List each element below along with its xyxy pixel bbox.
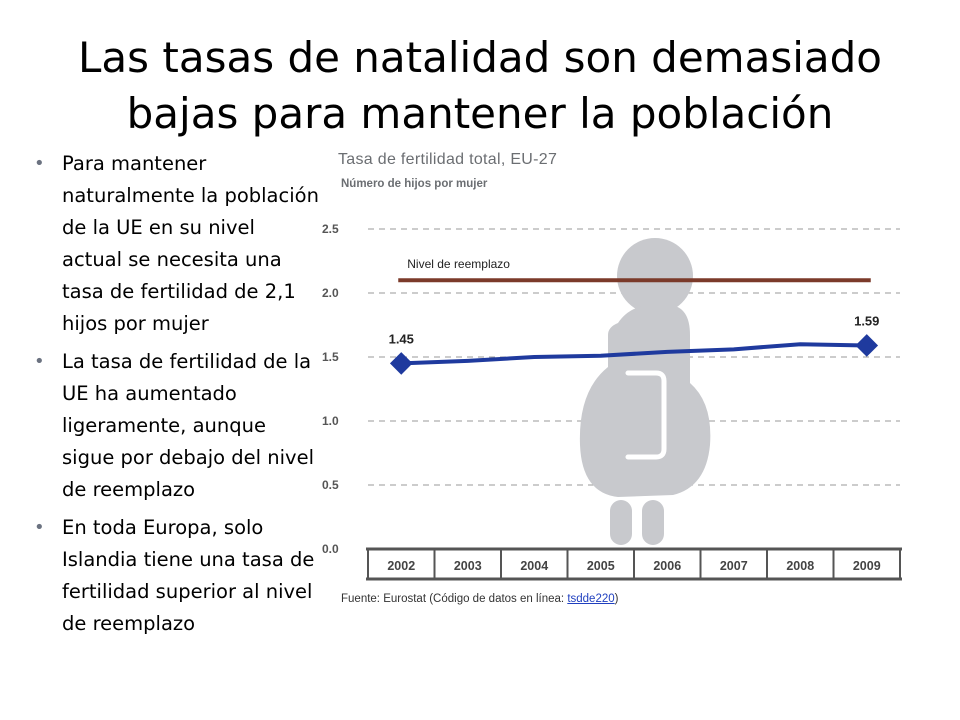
chart-plot: 0.0 0.5 1.0 1.5 2.0 2.5 2002 2003 2004 2005 2006 20… [322, 222, 902, 581]
data-point-marker [855, 334, 879, 357]
x-tick-label: 2002 [387, 559, 415, 573]
chart-ylabel: Número de hijos por mujer [341, 178, 488, 190]
bullet-item: • La tasa de fertilidad de la UE ha aumen… [30, 346, 320, 506]
icon-arm [625, 370, 667, 460]
chart-source: Fuente: Eurostat (Código de datos en lín… [341, 593, 618, 605]
bullet-text: La tasa de fertilidad de la UE ha aument… [62, 350, 315, 501]
pregnant-woman-icon [579, 238, 711, 545]
y-tick-label: 0.5 [322, 478, 339, 492]
bullet-list: • Para mantener naturalmente la población… [30, 148, 320, 646]
data-point-marker [389, 352, 413, 375]
reference-line-label: Nivel de reemplazo [407, 257, 510, 271]
bullet-text: Para mantener naturalmente la población … [62, 152, 319, 335]
x-tick-label: 2006 [653, 559, 681, 573]
slide-title: Las tasas de natalidad son demasiado baj… [78, 33, 882, 138]
bullet-icon: • [34, 153, 45, 174]
source-close: ) [614, 593, 619, 605]
y-tick-label: 2.0 [322, 286, 339, 300]
data-label: 1.45 [389, 331, 414, 346]
icon-right-leg [642, 500, 664, 545]
x-tick-label: 2004 [520, 559, 548, 573]
source-text: Fuente: Eurostat (Código de datos en lín… [341, 593, 568, 605]
bullet-text: En toda Europa, solo Islandia tiene una … [62, 516, 315, 635]
chart-title: Tasa de fertilidad total, EU-27 [338, 151, 558, 168]
data-label: 1.59 [854, 313, 879, 328]
y-tick-label: 0.0 [322, 542, 339, 556]
x-tick-label: 2008 [786, 559, 814, 573]
y-tick-label: 2.5 [322, 222, 339, 236]
x-tick-label: 2005 [587, 559, 615, 573]
bullet-icon: • [34, 351, 45, 372]
x-tick-label: 2003 [454, 559, 482, 573]
icon-head [617, 238, 693, 314]
icon-left-leg [610, 500, 632, 545]
source-link[interactable]: tsdde220 [567, 593, 615, 605]
series-line [401, 342, 867, 366]
y-tick-label: 1.5 [322, 350, 339, 364]
y-tick-label: 1.0 [322, 414, 339, 428]
bullet-item: • Para mantener naturalmente la población… [30, 148, 320, 340]
bullet-icon: • [34, 517, 45, 538]
x-tick-label: 2007 [720, 559, 748, 573]
icon-body [579, 305, 711, 497]
fertility-chart: Tasa de fertilidad total, EU-27 Número d… [318, 145, 918, 615]
bullet-item: • En toda Europa, solo Islandia tiene una… [30, 512, 320, 640]
x-tick-label: 2009 [853, 559, 881, 573]
